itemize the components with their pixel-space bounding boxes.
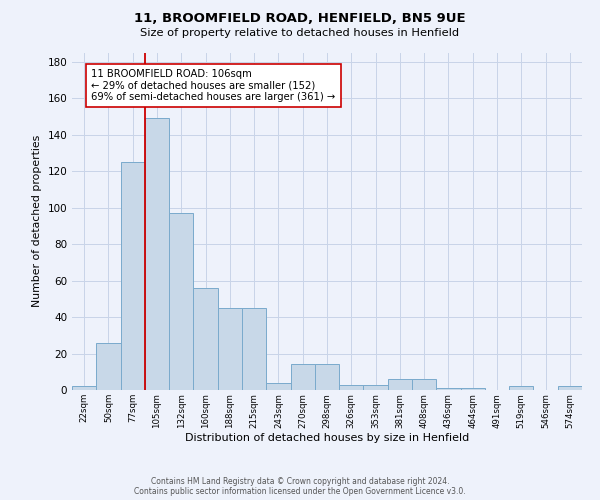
Bar: [461, 388, 485, 390]
Bar: [266, 382, 290, 390]
Bar: [509, 386, 533, 390]
Text: Contains HM Land Registry data © Crown copyright and database right 2024.
Contai: Contains HM Land Registry data © Crown c…: [134, 476, 466, 496]
Text: 11 BROOMFIELD ROAD: 106sqm
← 29% of detached houses are smaller (152)
69% of sem: 11 BROOMFIELD ROAD: 106sqm ← 29% of deta…: [91, 69, 335, 102]
Bar: [169, 213, 193, 390]
Bar: [388, 379, 412, 390]
Bar: [436, 388, 461, 390]
Bar: [412, 379, 436, 390]
Y-axis label: Number of detached properties: Number of detached properties: [32, 135, 42, 308]
Bar: [72, 386, 96, 390]
Bar: [339, 384, 364, 390]
Bar: [96, 342, 121, 390]
Bar: [290, 364, 315, 390]
Bar: [193, 288, 218, 390]
Bar: [364, 384, 388, 390]
Bar: [121, 162, 145, 390]
Bar: [315, 364, 339, 390]
Bar: [145, 118, 169, 390]
Bar: [558, 386, 582, 390]
Bar: [218, 308, 242, 390]
X-axis label: Distribution of detached houses by size in Henfield: Distribution of detached houses by size …: [185, 433, 469, 443]
Bar: [242, 308, 266, 390]
Text: 11, BROOMFIELD ROAD, HENFIELD, BN5 9UE: 11, BROOMFIELD ROAD, HENFIELD, BN5 9UE: [134, 12, 466, 26]
Text: Size of property relative to detached houses in Henfield: Size of property relative to detached ho…: [140, 28, 460, 38]
